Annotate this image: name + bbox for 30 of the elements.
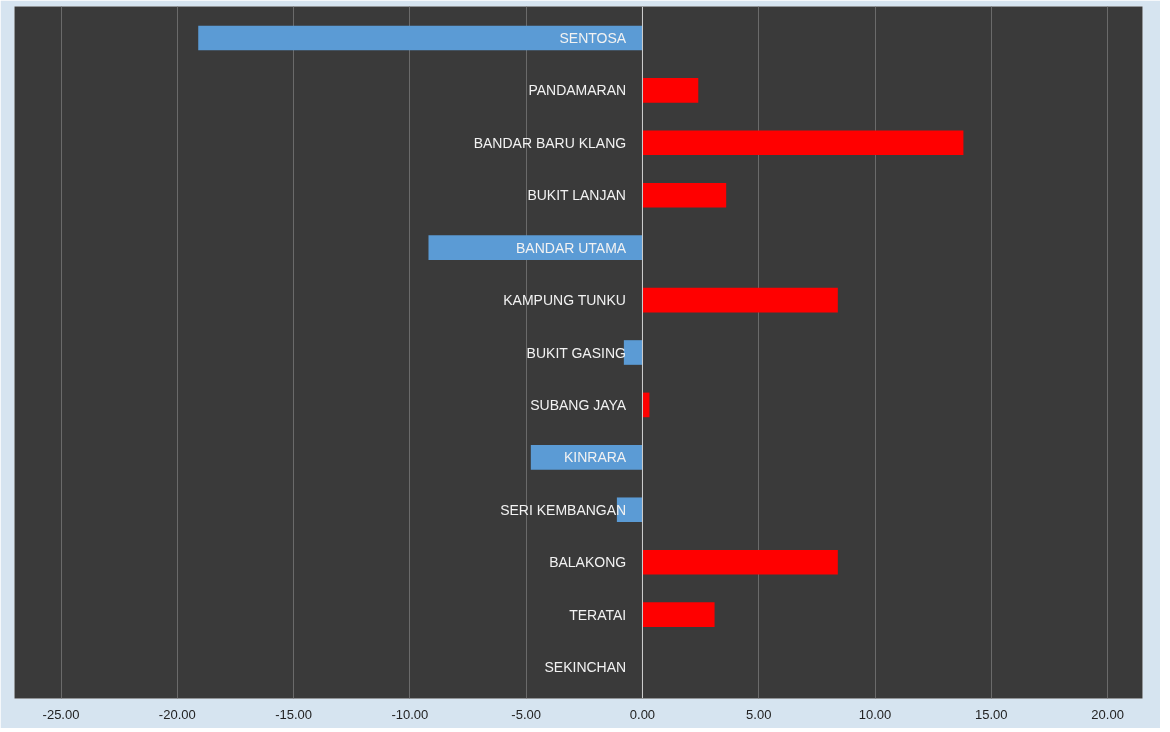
y-tick-label: PANDAMARAN <box>528 82 627 99</box>
x-tick-label: -5.00 <box>511 706 541 722</box>
bar <box>428 235 643 260</box>
y-tick-label: KAMPUNG TUNKU <box>503 292 626 309</box>
x-tick-label: 0.00 <box>629 706 656 722</box>
y-tick-label: TERATAI <box>569 606 627 623</box>
y-tick-label: BALAKONG <box>549 554 627 571</box>
y-tick-label: SEKINCHAN <box>544 659 627 676</box>
bar <box>642 287 838 313</box>
x-tick-label: -25.00 <box>42 706 80 722</box>
bar <box>642 130 964 156</box>
x-tick-label: -20.00 <box>158 706 196 722</box>
bar <box>642 78 699 103</box>
x-tick-label: 15.00 <box>975 706 1008 722</box>
bar <box>623 340 643 365</box>
y-tick-label: SENTOSA <box>559 29 627 46</box>
bar <box>642 549 838 575</box>
bar <box>642 182 727 208</box>
y-tick-label: BANDAR BARU KLANG <box>473 134 627 151</box>
x-tick-label: 5.00 <box>746 706 772 722</box>
x-tick-label: -15.00 <box>275 706 313 722</box>
y-tick-label: BANDAR UTAMA <box>515 239 627 256</box>
y-tick-label: SUBANG JAYA <box>530 396 627 413</box>
x-tick-label: -10.00 <box>391 706 429 722</box>
bar <box>642 602 715 627</box>
x-tick-label: 10.00 <box>858 706 892 722</box>
bar <box>198 25 643 51</box>
y-tick-label: KINRARA <box>563 449 627 466</box>
y-tick-label: BUKIT LANJAN <box>527 187 626 204</box>
x-tick-label: 20.00 <box>1091 706 1124 722</box>
